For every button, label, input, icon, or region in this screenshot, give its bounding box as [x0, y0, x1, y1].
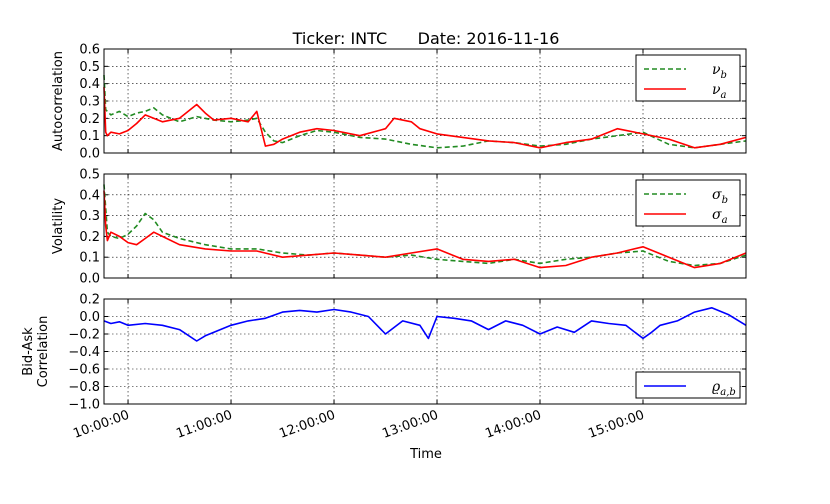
- y-tick-label: −0.2: [68, 328, 100, 343]
- y-tick-label: 0.2: [79, 112, 100, 127]
- x-tick-label: 12:00:00: [277, 408, 337, 442]
- axes-frame: [103, 298, 747, 405]
- axes-frame: [103, 48, 747, 154]
- y-tick-label: 0.2: [79, 230, 100, 245]
- y-tick-label: −0.8: [68, 380, 100, 395]
- y-tick-label: 0.3: [79, 95, 100, 110]
- y-tick-label: 0.6: [79, 43, 100, 58]
- series-line-1-2: [103, 87, 747, 149]
- legend-label: ϱa,b: [712, 379, 736, 398]
- y-tick-label: 0.4: [79, 188, 100, 203]
- legend-label: νa: [712, 82, 727, 101]
- y-tick-label: 0.3: [79, 209, 100, 224]
- y-axis-label: Autocorrelation: [51, 51, 66, 151]
- x-tick-label: 15:00:00: [586, 408, 646, 442]
- axes-frame: [103, 173, 747, 279]
- x-tick-label: 11:00:00: [174, 408, 234, 442]
- panels: 0.0 0.1 0.2 0.3 0.4 0.5 0.6 Autocorrelation νbνa…: [21, 43, 747, 413]
- y-axis-label: Volatility: [51, 198, 66, 254]
- x-tick-label: 10:00:00: [71, 408, 131, 442]
- series-line-3-1: [103, 306, 747, 342]
- legend-label: νb: [712, 62, 727, 81]
- series-line-2-2: [103, 190, 747, 269]
- y-axis-label: Bid-AskCorrelation: [21, 316, 51, 388]
- legend-label: σb: [712, 187, 728, 206]
- y-tick-label: −0.4: [68, 345, 100, 360]
- x-axis-label: Time: [409, 447, 442, 462]
- y-tick-label: 0.0: [79, 310, 100, 325]
- x-tick-label: 13:00:00: [380, 408, 440, 442]
- y-tick-label: −1.0: [68, 398, 100, 413]
- y-tick-label: 0.1: [79, 129, 100, 144]
- y-tick-label: 0.5: [79, 168, 100, 183]
- y-tick-label: 0.0: [79, 272, 100, 287]
- y-tick-label: 0.2: [79, 293, 100, 308]
- x-tick-label: 14:00:00: [483, 408, 543, 442]
- y-tick-label: 0.0: [79, 147, 100, 162]
- panel-3: −1.0 −0.8 −0.6 −0.4 −0.2 0.0 0.2 Bid-AskCorrela…: [21, 293, 747, 413]
- x-tick-labels: 10:00:00 11:00:00 12:00:00 13:00:00 14:00:00…: [71, 408, 646, 442]
- y-tick-label: 0.1: [79, 251, 100, 266]
- y-tick-label: 0.5: [79, 60, 100, 75]
- chart-title: Ticker: INTC Date: 2016-11-16: [292, 29, 560, 48]
- y-tick-label: 0.4: [79, 77, 100, 92]
- legend: ϱa,b: [635, 371, 741, 399]
- legend-label: σa: [712, 207, 728, 226]
- y-tick-label: −0.6: [68, 363, 100, 378]
